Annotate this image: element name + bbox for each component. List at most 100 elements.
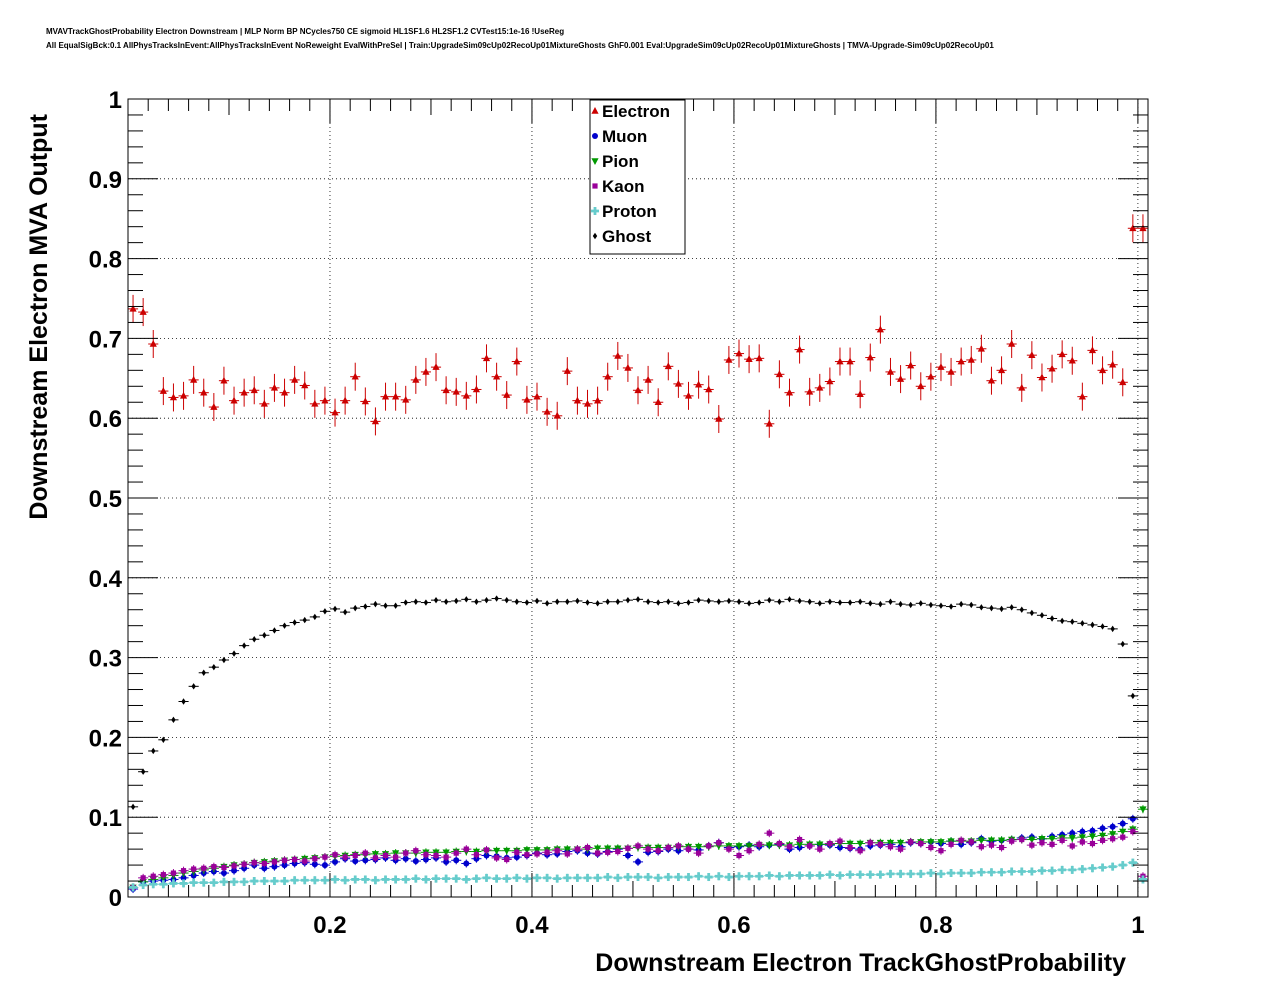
data-point [1078, 392, 1086, 400]
data-point [201, 669, 206, 676]
data-point [755, 354, 763, 362]
data-point [1120, 640, 1125, 648]
data-point [674, 873, 683, 882]
data-point [170, 870, 177, 876]
data-point [918, 840, 924, 847]
data-point [868, 600, 873, 607]
y-tick-label: 0.7 [89, 326, 122, 353]
data-point [564, 851, 570, 857]
data-point [938, 848, 944, 854]
data-point [312, 613, 318, 621]
data-point [411, 874, 420, 883]
data-point [504, 596, 509, 604]
data-point [585, 599, 590, 606]
data-point [827, 598, 833, 605]
data-point [979, 604, 984, 611]
data-point [837, 599, 843, 606]
data-point [280, 877, 289, 886]
data-point [533, 392, 541, 400]
data-point [371, 876, 380, 885]
data-point [724, 873, 733, 882]
data-point [332, 605, 338, 613]
data-point [392, 392, 400, 400]
data-point [917, 382, 925, 390]
data-point [726, 597, 732, 605]
data-point [281, 862, 288, 869]
header-line-1: MVAVTrackGhostProbability Electron Downs… [46, 27, 565, 36]
data-point [1139, 224, 1147, 232]
data-point [1059, 837, 1065, 843]
data-point [442, 874, 451, 883]
data-point [179, 391, 188, 399]
data-point [484, 596, 489, 604]
data-point [565, 598, 570, 605]
data-point [765, 419, 773, 427]
data-point [454, 597, 459, 605]
data-point [423, 599, 429, 606]
data-point [927, 372, 935, 380]
data-point [413, 848, 419, 854]
data-point [635, 858, 641, 865]
data-point [209, 878, 218, 887]
data-point [381, 875, 390, 884]
data-point [463, 860, 470, 867]
data-point [1130, 692, 1136, 700]
legend-marker [591, 207, 599, 215]
legend-label: Electron [602, 102, 670, 121]
data-point [807, 598, 812, 605]
data-point [898, 600, 903, 608]
data-point [1079, 839, 1085, 845]
data-point [130, 803, 136, 811]
y-tick-label: 0.2 [89, 725, 122, 752]
data-point [655, 848, 661, 854]
data-point [777, 598, 782, 605]
data-point [674, 379, 682, 387]
legend-entry-proton: Proton [591, 202, 657, 221]
data-point [493, 847, 501, 855]
data-point [654, 873, 663, 882]
data-point [1129, 815, 1136, 822]
data-point [252, 636, 257, 643]
data-point [241, 861, 247, 867]
data-point [342, 854, 348, 860]
data-point [593, 873, 602, 882]
data-point [321, 862, 328, 869]
data-point [836, 357, 844, 365]
data-point [251, 860, 257, 866]
data-point [332, 852, 338, 858]
data-point [745, 843, 753, 850]
data-point [766, 830, 772, 836]
y-axis-title: Downstream Electron MVA Output [25, 113, 53, 519]
data-point [310, 876, 319, 885]
data-point [916, 869, 925, 878]
data-point [150, 873, 156, 879]
data-point [989, 604, 994, 612]
data-point [735, 843, 743, 850]
data-point [311, 861, 318, 868]
data-point [493, 372, 501, 380]
data-point [1009, 838, 1015, 844]
data-point [726, 846, 732, 852]
y-tick-label: 0.3 [89, 646, 122, 673]
data-point [1110, 836, 1116, 842]
data-point [957, 869, 966, 878]
data-point [1089, 827, 1096, 834]
data-point [241, 642, 247, 649]
data-point [896, 869, 905, 878]
legend-entry-electron: Electron [591, 102, 670, 121]
data-point [1039, 612, 1045, 619]
data-point [240, 388, 248, 396]
data-point [543, 873, 552, 882]
data-point [1119, 378, 1127, 386]
data-point [464, 596, 469, 603]
data-point [1049, 841, 1055, 847]
data-point [987, 837, 996, 845]
data-point [220, 376, 228, 384]
data-point [877, 841, 883, 847]
data-point [634, 386, 642, 394]
data-point [997, 366, 1006, 374]
data-point [958, 837, 964, 843]
data-point [655, 599, 661, 606]
data-point [706, 843, 712, 849]
data-point [412, 375, 420, 383]
